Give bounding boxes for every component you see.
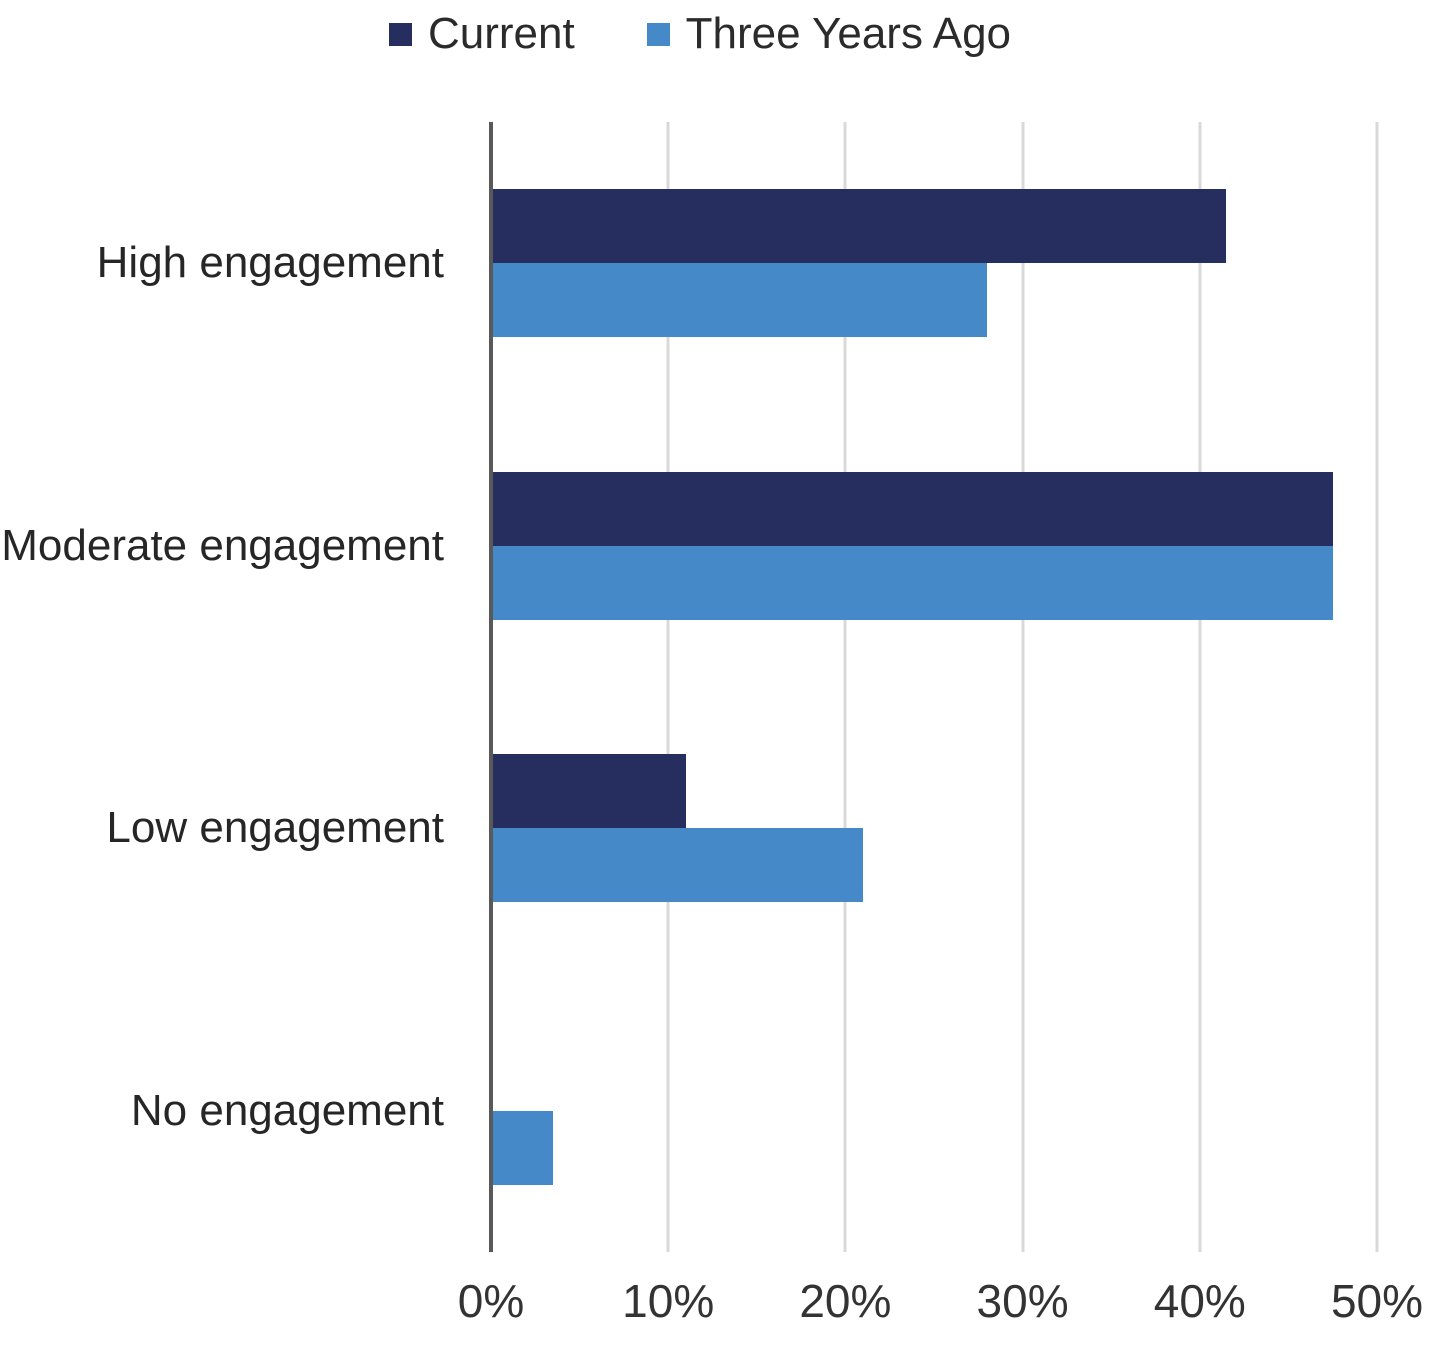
legend-item: Current <box>388 9 575 58</box>
legend-swatch-icon <box>646 22 670 46</box>
legend-item: Three Years Ago <box>646 9 1012 58</box>
x-tick-label: 10% <box>622 1275 715 1327</box>
gridline <box>1375 122 1379 1252</box>
x-tick-label: 40% <box>1153 1275 1246 1327</box>
bar <box>491 828 864 903</box>
bar <box>491 754 686 829</box>
x-tick-label: 0% <box>457 1275 525 1327</box>
bar-group <box>491 970 1377 1253</box>
gridline <box>843 122 847 1252</box>
category-label: No engagement <box>130 1085 444 1135</box>
legend-label: Three Years Ago <box>685 9 1012 58</box>
bar-group <box>491 405 1377 688</box>
x-axis: 0% 10% 20% 30% 40% 50% <box>0 1278 1436 1338</box>
bar <box>491 1110 554 1185</box>
gridline <box>666 122 670 1252</box>
bar <box>491 189 1227 264</box>
x-tick-label: 50% <box>1330 1275 1424 1327</box>
category-axis: High engagement Moderate engagement Low en… <box>0 122 458 1252</box>
chart-legend: Current Three Years Ago <box>0 6 1400 62</box>
bar-group <box>491 122 1377 405</box>
gridline <box>1021 122 1025 1252</box>
x-tick-label: 20% <box>799 1275 892 1327</box>
legend-swatch-icon <box>388 22 412 46</box>
plot-area <box>489 122 1379 1253</box>
category-label: Moderate engagement <box>1 520 444 570</box>
x-tick-label: 30% <box>976 1275 1069 1327</box>
legend-label: Current <box>427 9 575 58</box>
bar-group <box>491 687 1377 970</box>
category-label: High engagement <box>96 238 444 288</box>
y-axis-line <box>489 122 493 1252</box>
bar <box>491 545 1333 620</box>
bar <box>491 471 1333 546</box>
category-label: Low engagement <box>106 803 444 853</box>
bar <box>491 263 988 338</box>
gridline <box>1198 122 1202 1252</box>
